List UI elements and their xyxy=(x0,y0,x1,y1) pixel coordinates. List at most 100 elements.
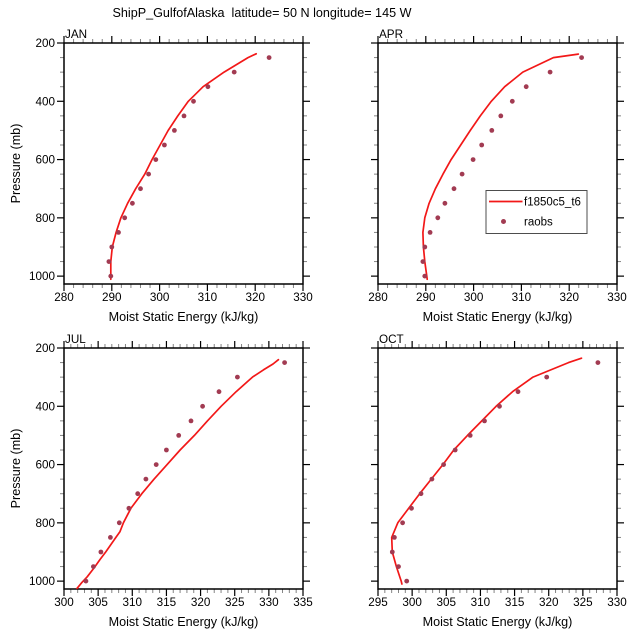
obs-dot xyxy=(143,476,149,482)
obs-dot xyxy=(547,69,553,75)
x-tick-labels: 280 290 300 310 320 330 xyxy=(54,291,313,304)
y-tick-label: 600 xyxy=(35,459,55,472)
x-tick-labels: 280 290 300 310 320 330 xyxy=(368,291,627,304)
x-tick-label: 300 xyxy=(402,596,422,609)
x-tick-label: 320 xyxy=(245,291,265,304)
obs-dot xyxy=(172,127,177,133)
x-tick-label: 330 xyxy=(293,291,313,304)
obs-dot xyxy=(153,157,159,163)
x-tick-labels: 295 300 305 310 315 320 325 330 xyxy=(368,596,627,609)
y-axis-title-top: Pressure (mb) xyxy=(9,124,23,204)
obs-dot xyxy=(116,520,122,526)
x-tick-label: 280 xyxy=(368,291,388,304)
x-axis-title-oct: Moist Static Energy (kJ/kg) xyxy=(423,615,573,629)
x-tick-label: 290 xyxy=(416,291,436,304)
x-tick-label: 320 xyxy=(559,291,579,304)
panel-label-jan: JAN xyxy=(65,28,87,41)
major-ticks xyxy=(57,341,310,596)
panel-label-apr: APR xyxy=(379,28,403,41)
x-tick-label: 305 xyxy=(437,596,457,609)
legend: f1850c5_t6 raobs xyxy=(485,190,588,234)
obs-dot xyxy=(422,273,428,279)
x-tick-label: 310 xyxy=(471,596,491,609)
panel-frame xyxy=(63,42,304,285)
obs-dot xyxy=(188,418,194,424)
obs-dots xyxy=(83,360,287,584)
model-line xyxy=(76,358,280,590)
obs-dot xyxy=(489,127,495,133)
obs-dot xyxy=(109,244,115,250)
obs-dot xyxy=(138,186,143,192)
y-tick-labels: 200 400 600 800 1000 xyxy=(29,37,56,283)
x-tick-label: 310 xyxy=(198,291,218,304)
x-tick-label: 310 xyxy=(123,596,143,609)
panel-oct: 295 300 305 310 315 320 325 330 xyxy=(368,341,627,609)
panel-jul: 300 305 310 315 320 325 330 335 200 400 600 800 1000 xyxy=(29,341,313,609)
obs-dot xyxy=(126,505,132,511)
obs-dot xyxy=(135,491,141,497)
panel-frame xyxy=(63,347,304,590)
y-tick-label: 200 xyxy=(35,37,55,50)
obs-dot xyxy=(400,520,405,526)
legend-label-model: f1850c5_t6 xyxy=(524,197,581,209)
minor-ticks xyxy=(374,39,621,288)
y-tick-label: 1000 xyxy=(29,270,56,283)
panel-apr: 280 290 300 310 320 330 xyxy=(368,36,627,304)
obs-dot xyxy=(422,244,428,250)
x-axis-title-jul: Moist Static Energy (kJ/kg) xyxy=(109,615,259,629)
panel-label-oct: OCT xyxy=(379,333,404,346)
obs-dot xyxy=(595,360,601,365)
x-tick-label: 330 xyxy=(607,596,627,609)
minor-ticks xyxy=(374,344,621,593)
obs-dot xyxy=(404,578,410,584)
obs-dot xyxy=(441,462,446,467)
obs-dot xyxy=(108,273,114,279)
obs-dot xyxy=(153,462,159,467)
obs-dot xyxy=(409,505,414,511)
obs-dot xyxy=(216,389,222,395)
obs-dot xyxy=(164,447,169,453)
obs-dot xyxy=(181,113,187,119)
panel-jan: 280 290 300 310 320 330 200 400 600 800 1000 xyxy=(29,36,313,304)
obs-dot xyxy=(108,535,113,540)
x-axis-title-apr: Moist Static Energy (kJ/kg) xyxy=(423,310,573,324)
obs-dot xyxy=(106,259,112,264)
plot-title: ShipP_GulfofAlaska latitude= 50 N longit… xyxy=(112,6,412,20)
model-line xyxy=(422,53,580,281)
x-tick-label: 290 xyxy=(102,291,122,304)
x-tick-label: 325 xyxy=(573,596,593,609)
obs-dot xyxy=(479,142,485,148)
obs-dot xyxy=(442,200,448,206)
minor-ticks xyxy=(60,344,307,593)
obs-dot xyxy=(116,230,121,235)
obs-dots xyxy=(106,55,272,279)
obs-dot xyxy=(427,230,433,235)
y-tick-label: 800 xyxy=(35,517,55,530)
x-tick-labels: 300 305 310 315 320 325 330 335 xyxy=(54,596,313,609)
y-tick-label: 200 xyxy=(35,342,55,355)
obs-dot xyxy=(470,157,476,163)
y-axis-title-bottom: Pressure (mb) xyxy=(9,429,23,509)
y-tick-labels: 200 400 600 800 1000 xyxy=(29,342,56,588)
panel-frame xyxy=(377,347,618,590)
obs-dot xyxy=(191,98,196,104)
major-ticks xyxy=(57,36,310,291)
obs-dot xyxy=(459,171,465,177)
obs-dot xyxy=(498,113,504,119)
minor-ticks xyxy=(60,39,307,288)
obs-dots xyxy=(420,55,584,279)
x-tick-label: 295 xyxy=(368,596,388,609)
model-line xyxy=(109,52,258,281)
x-tick-label: 300 xyxy=(150,291,170,304)
x-tick-label: 300 xyxy=(464,291,484,304)
x-tick-label: 300 xyxy=(54,596,74,609)
y-tick-label: 1000 xyxy=(29,575,56,588)
major-ticks xyxy=(371,341,624,596)
legend-dot-sample-icon xyxy=(501,219,506,224)
legend-box xyxy=(485,190,588,234)
obs-dot xyxy=(231,69,237,75)
legend-label-obs: raobs xyxy=(524,217,553,229)
y-tick-label: 800 xyxy=(35,212,55,225)
panel-label-jul: JUL xyxy=(65,333,86,346)
